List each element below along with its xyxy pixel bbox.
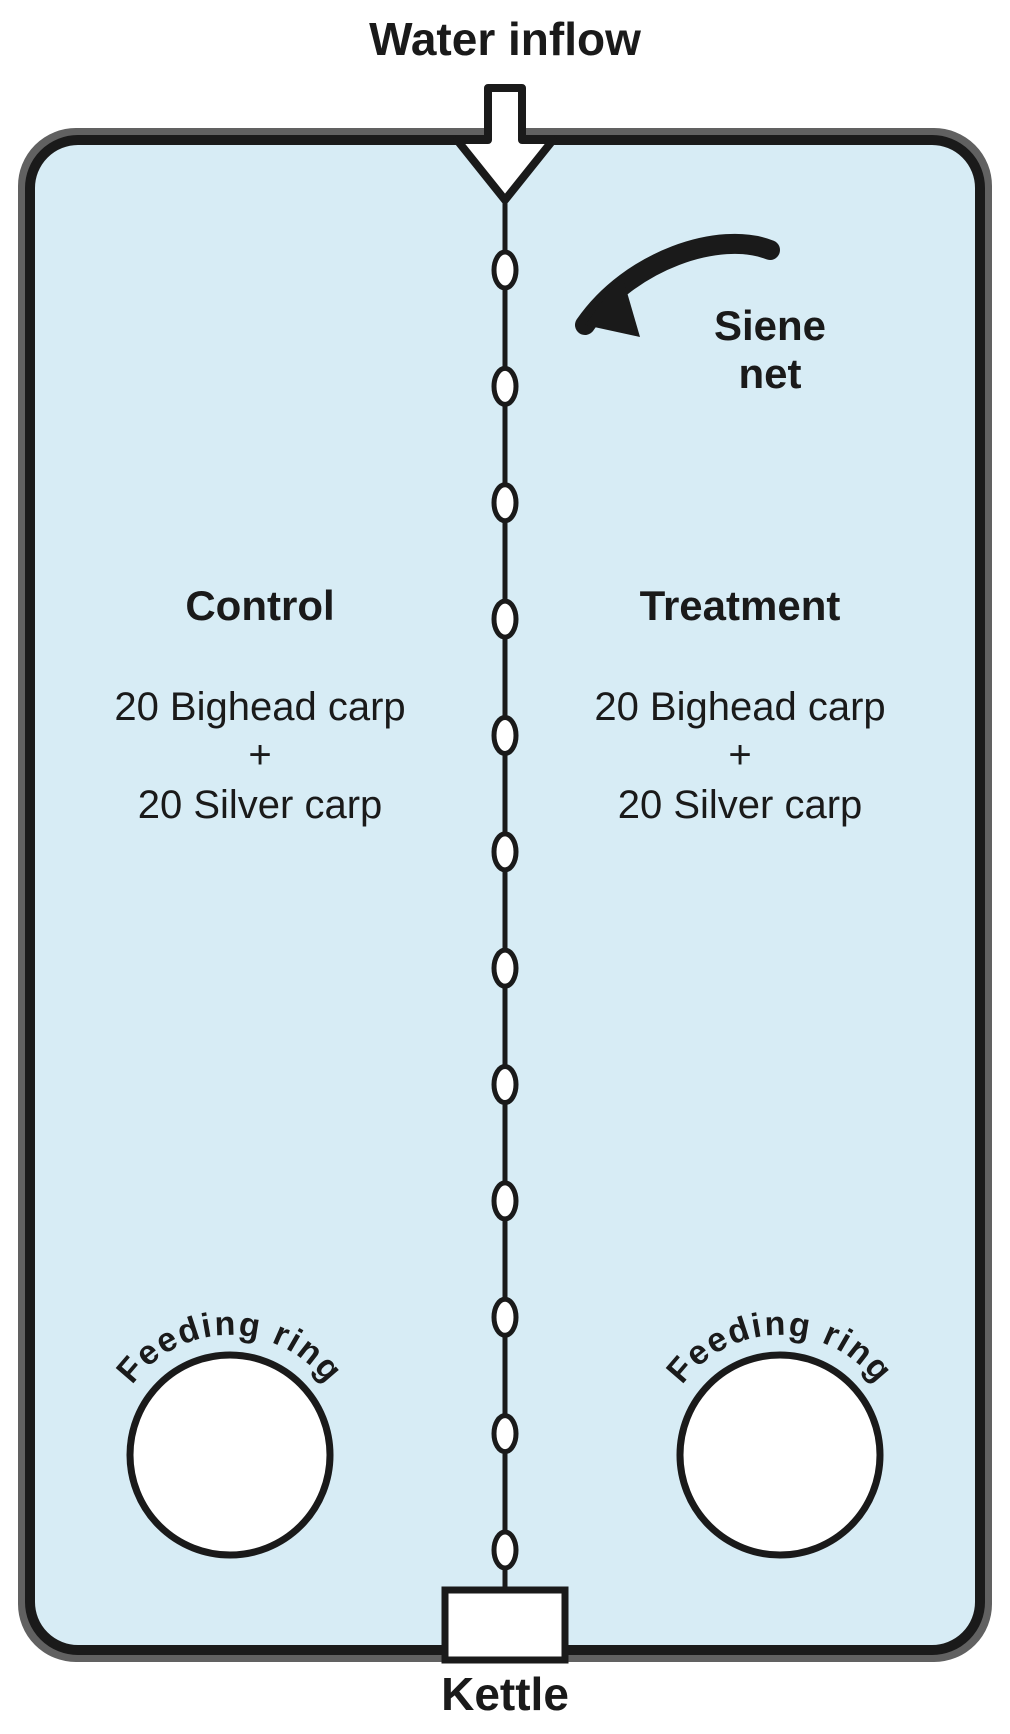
left-line2: 20 Silver carp — [138, 783, 383, 827]
left-title: Control — [185, 582, 334, 629]
seine-net-label-line1: Siene — [714, 302, 826, 349]
net-float-icon — [494, 834, 516, 870]
net-float-icon — [494, 601, 516, 637]
feeding-ring-left — [130, 1355, 330, 1555]
net-float-icon — [494, 368, 516, 404]
seine-net-label-line2: net — [739, 350, 802, 397]
net-float-icon — [494, 1067, 516, 1103]
diagram-canvas: Water inflow Kettle Sienenet Control 20 Bigh… — [0, 0, 1010, 1734]
net-float-icon — [494, 485, 516, 521]
left-plus: + — [248, 733, 271, 777]
kettle-box — [445, 1590, 565, 1660]
net-float-icon — [494, 1416, 516, 1452]
right-plus: + — [728, 733, 751, 777]
net-float-icon — [494, 950, 516, 986]
net-float-icon — [494, 252, 516, 288]
net-float-icon — [494, 1299, 516, 1335]
right-line1: 20 Bighead carp — [594, 685, 885, 729]
feeding-ring-right — [680, 1355, 880, 1555]
water-inflow-label: Water inflow — [369, 13, 641, 65]
right-title: Treatment — [640, 582, 841, 629]
net-float-icon — [494, 1183, 516, 1219]
net-float-icon — [494, 1532, 516, 1568]
kettle-label: Kettle — [441, 1668, 569, 1720]
right-line2: 20 Silver carp — [618, 783, 863, 827]
left-line1: 20 Bighead carp — [114, 685, 405, 729]
net-float-icon — [494, 717, 516, 753]
